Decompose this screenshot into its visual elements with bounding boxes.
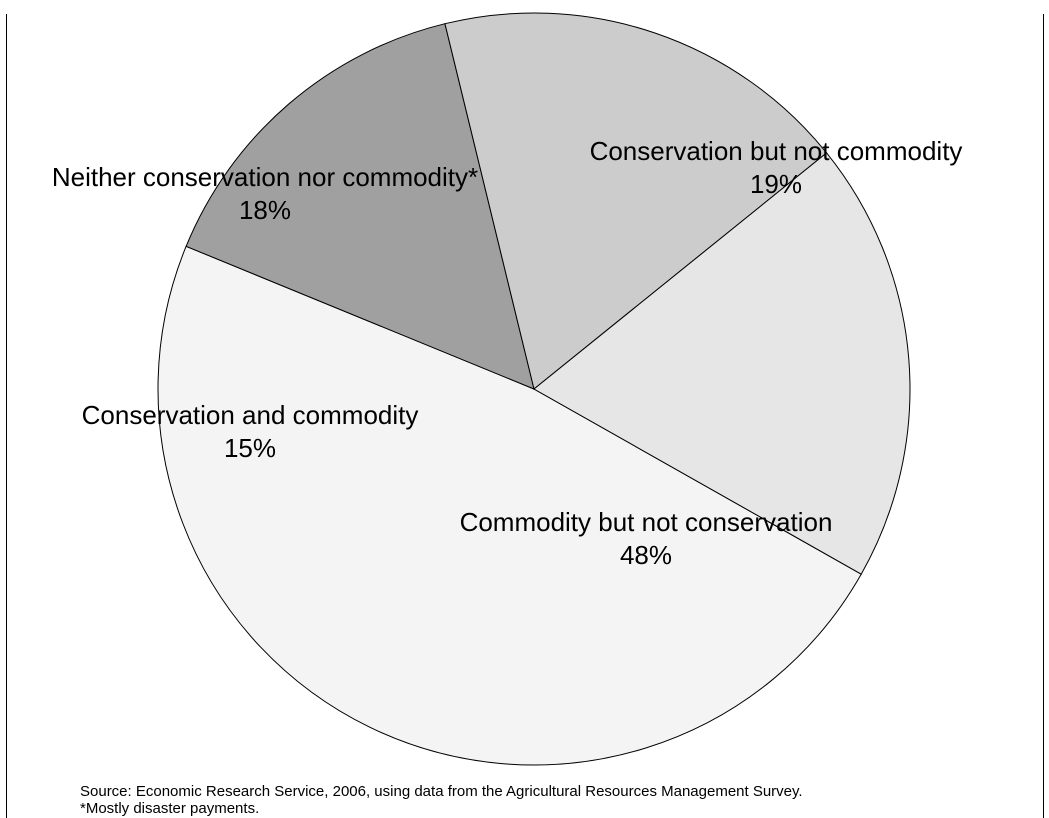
slice-label-2: Conservation and commodity [82,400,419,430]
pie-slice-2 [185,23,535,390]
slice-label-3: Neither conservation nor commodity* [52,162,478,192]
slice-value-label-1: 48% [620,540,672,570]
pie-slice-3 [444,12,828,390]
footnote-asterisk: *Mostly disaster payments. [80,800,260,817]
slice-label-4: Conservation but not commodity [590,136,963,166]
source-note: Source: Economic Research Service, 2006,… [80,783,803,800]
frame-left-border [6,14,7,818]
slice-value-label-2: 15% [224,433,276,463]
frame-right-border [1043,14,1044,818]
slice-value-label-4: 19% [750,169,802,199]
pie-slices [157,12,911,766]
slice-value-label-3: 18% [239,195,291,225]
pie-slice-1 [157,245,862,766]
slice-label-1: Commodity but not conservation [460,507,833,537]
pie-slice-4 [533,152,911,575]
